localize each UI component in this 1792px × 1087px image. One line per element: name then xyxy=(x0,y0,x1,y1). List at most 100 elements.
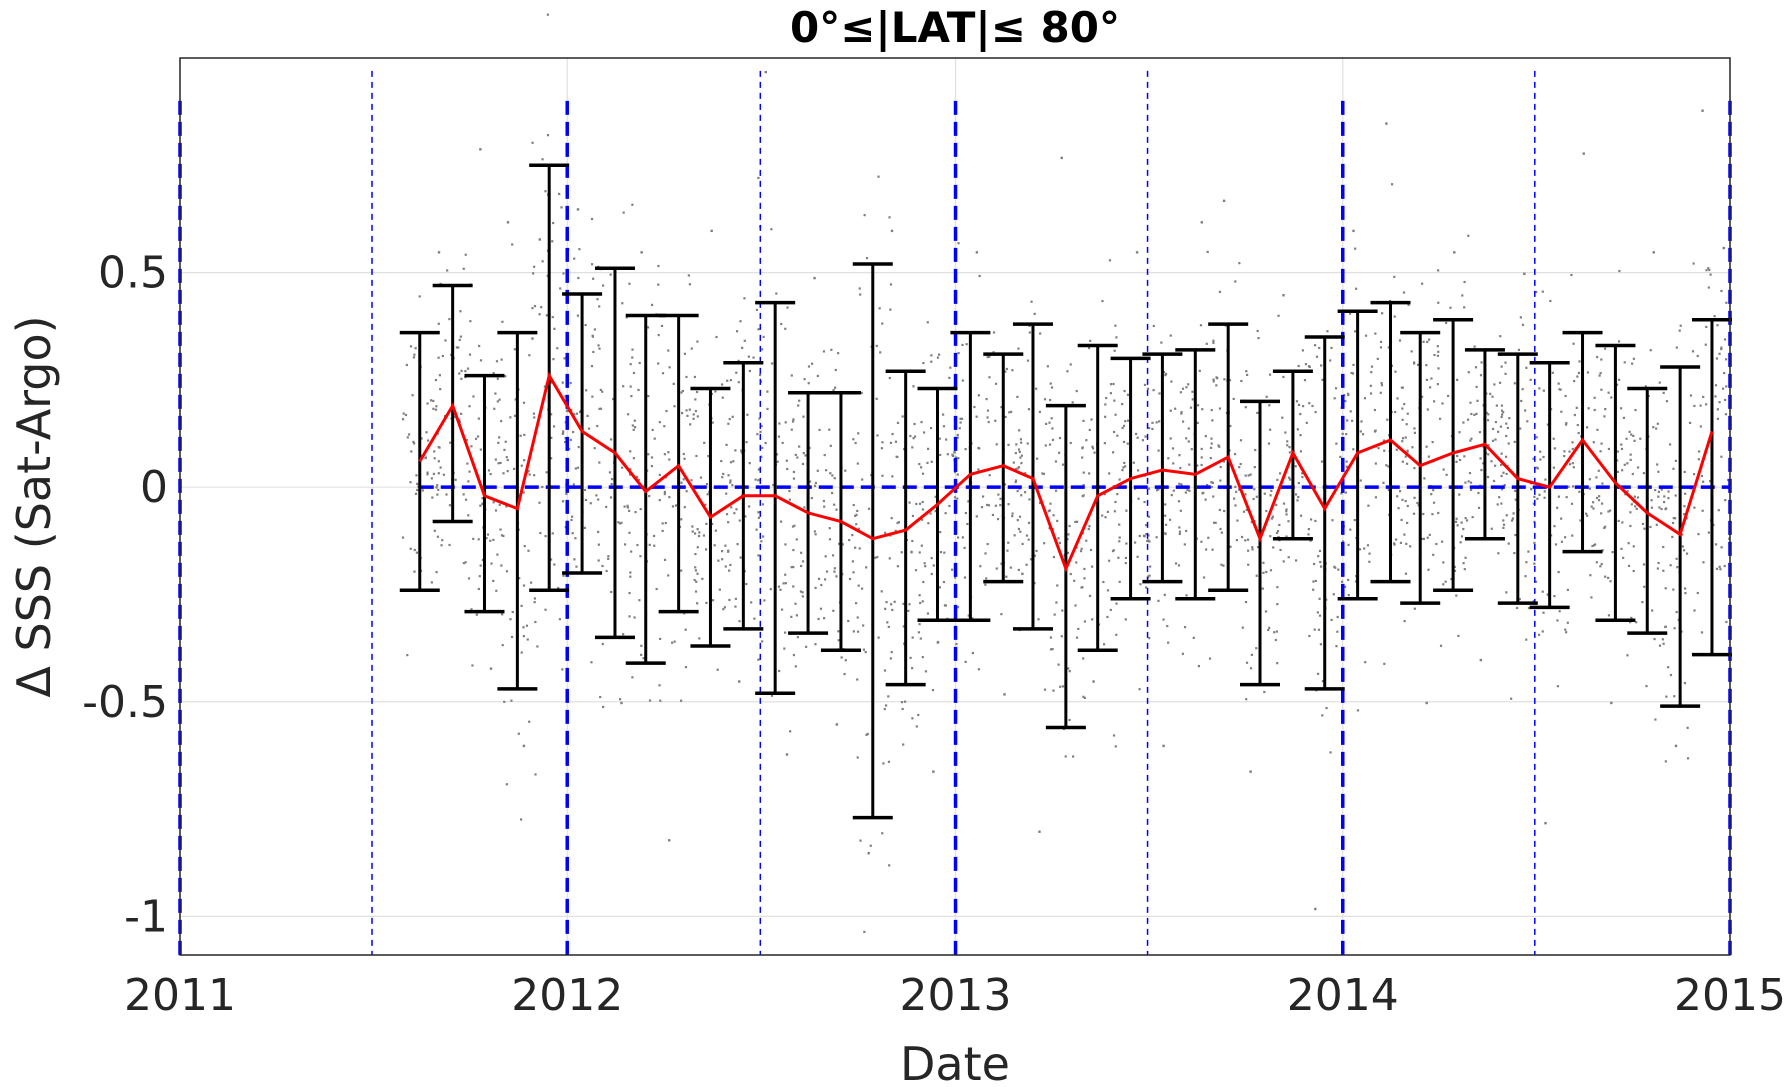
scatter-point xyxy=(855,523,858,526)
scatter-point xyxy=(1599,372,1602,375)
scatter-point xyxy=(1553,447,1556,450)
scatter-point xyxy=(1138,534,1141,538)
scatter-point xyxy=(1564,536,1567,539)
scatter-point xyxy=(783,647,786,650)
mean-line-layer xyxy=(418,371,1714,573)
scatter-point xyxy=(1655,427,1658,430)
scatter-point xyxy=(746,413,749,416)
scatter-point xyxy=(1691,350,1695,353)
scatter-point xyxy=(833,570,836,573)
scatter-point xyxy=(1533,562,1536,565)
scatter-point xyxy=(1541,590,1544,593)
scatter-point xyxy=(1714,543,1718,546)
scatter-point xyxy=(1425,701,1428,705)
scatter-point xyxy=(911,539,914,543)
scatter-point xyxy=(1267,442,1271,445)
scatter-point xyxy=(591,334,594,337)
scatter-point xyxy=(1615,383,1619,386)
scatter-point xyxy=(1413,431,1417,434)
scatter-point xyxy=(1311,404,1314,408)
scatter-point xyxy=(924,670,928,673)
scatter-point xyxy=(629,363,632,366)
scatter-point xyxy=(498,503,501,506)
scatter-point xyxy=(1520,399,1523,403)
scatter-point xyxy=(410,450,413,453)
scatter-point xyxy=(1487,413,1490,416)
scatter-point xyxy=(966,522,969,526)
scatter-point xyxy=(1208,657,1212,660)
scatter-point xyxy=(1496,503,1499,506)
scatter-point xyxy=(796,456,799,459)
scatter-point xyxy=(1470,412,1473,416)
scatter-point xyxy=(467,480,470,483)
scatter-point xyxy=(1693,506,1696,509)
scatter-point xyxy=(648,494,651,498)
scatter-point xyxy=(640,653,643,656)
scatter-point xyxy=(1405,542,1408,545)
scatter-point xyxy=(436,484,439,487)
scatter-point xyxy=(1009,566,1012,569)
scatter-point xyxy=(1123,461,1126,465)
scatter-point xyxy=(1654,488,1657,492)
scatter-point xyxy=(544,190,547,193)
scatter-point xyxy=(1024,472,1027,475)
scatter-point xyxy=(734,597,738,600)
scatter-point xyxy=(728,569,731,572)
scatter-point xyxy=(1665,695,1668,698)
scatter-point xyxy=(522,584,526,587)
scatter-point xyxy=(1572,342,1575,345)
scatter-point xyxy=(1405,462,1409,465)
scatter-point xyxy=(496,553,499,556)
scatter-point xyxy=(564,440,567,444)
scatter-point xyxy=(587,427,591,430)
error-bar xyxy=(1142,352,1183,584)
scatter-point xyxy=(1610,701,1613,705)
scatter-point xyxy=(1287,520,1290,523)
scatter-point xyxy=(696,528,699,531)
scatter-point xyxy=(1037,618,1040,621)
scatter-point xyxy=(1019,438,1023,441)
scatter-point xyxy=(409,481,412,484)
scatter-point xyxy=(1592,507,1595,510)
scatter-point xyxy=(1185,594,1188,597)
scatter-point xyxy=(747,355,750,358)
scatter-point xyxy=(1463,455,1466,458)
scatter-point xyxy=(481,497,484,500)
scatter-point xyxy=(685,409,688,412)
scatter-point xyxy=(1268,373,1272,376)
scatter-point xyxy=(435,405,438,408)
scatter-point xyxy=(605,505,608,509)
scatter-point xyxy=(1143,383,1147,387)
scatter-point xyxy=(1453,565,1456,569)
scatter-point xyxy=(818,428,821,432)
scatter-point xyxy=(1442,583,1445,586)
chart-title: 0°≤|LAT|≤ 80° xyxy=(790,3,1120,52)
scatter-point xyxy=(1020,441,1023,444)
scatter-point xyxy=(1437,511,1440,515)
scatter-point xyxy=(1720,346,1723,349)
scatter-point xyxy=(1718,401,1721,404)
scatter-point xyxy=(1652,426,1655,429)
scatter-point xyxy=(631,424,634,427)
scatter-point xyxy=(599,695,602,699)
scatter-point xyxy=(576,314,580,317)
scatter-point xyxy=(879,351,882,354)
scatter-point xyxy=(1334,387,1338,390)
scatter-point xyxy=(1039,332,1042,335)
scatter-point xyxy=(448,543,451,547)
scatter-point xyxy=(1486,475,1490,479)
scatter-point xyxy=(522,744,526,748)
scatter-point xyxy=(1500,502,1503,505)
scatter-point xyxy=(438,374,442,377)
error-bar xyxy=(1304,335,1345,691)
scatter-point xyxy=(1329,751,1332,754)
scatter-point xyxy=(1234,485,1237,488)
scatter-point xyxy=(499,528,502,531)
scatter-point xyxy=(715,335,718,339)
scatter-point xyxy=(1405,423,1408,426)
scatter-point xyxy=(534,773,537,776)
scatter-point xyxy=(1595,496,1599,500)
scatter-point xyxy=(595,494,598,497)
scatter-point xyxy=(1420,395,1424,398)
scatter-point xyxy=(1337,568,1340,571)
